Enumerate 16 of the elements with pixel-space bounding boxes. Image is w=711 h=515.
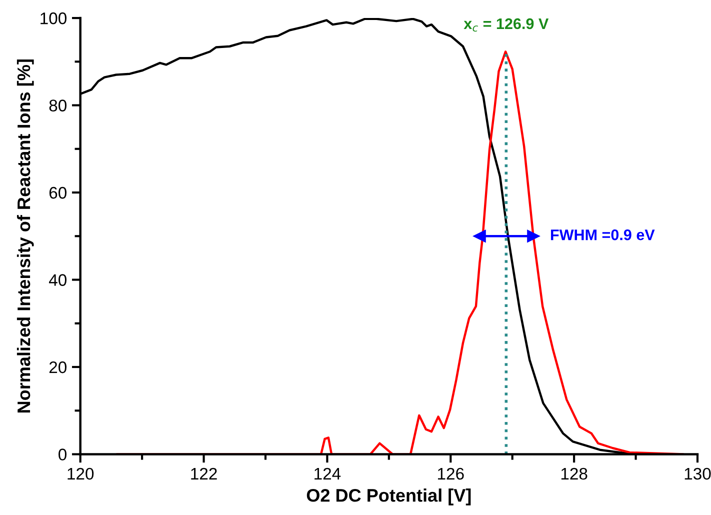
annotation: x$_{c}$ = 126.9 V — [464, 18, 549, 32]
annotation: FWHM =0.9 eV — [551, 229, 655, 240]
x-tick-label: 120 — [68, 468, 94, 480]
y-tick-label: 0 — [58, 448, 66, 460]
x-tick-label: 126 — [438, 468, 464, 480]
x-tick-label: 122 — [191, 468, 217, 480]
y-axis-title: Normalized Intensity of Reactant Ions [%] — [16, 60, 34, 412]
x-tick-label: 130 — [684, 468, 711, 480]
y-tick-label: 100 — [40, 12, 66, 24]
x-tick-label: 128 — [561, 468, 588, 480]
y-tick-label: 60 — [49, 186, 66, 199]
y-tick-label: 20 — [49, 361, 66, 374]
y-tick-label: 80 — [49, 100, 66, 112]
x-tick-label: 124 — [314, 468, 341, 480]
y-tick-label: 40 — [48, 274, 66, 286]
x-axis-title: O2 DC Potential [V] — [306, 488, 471, 506]
